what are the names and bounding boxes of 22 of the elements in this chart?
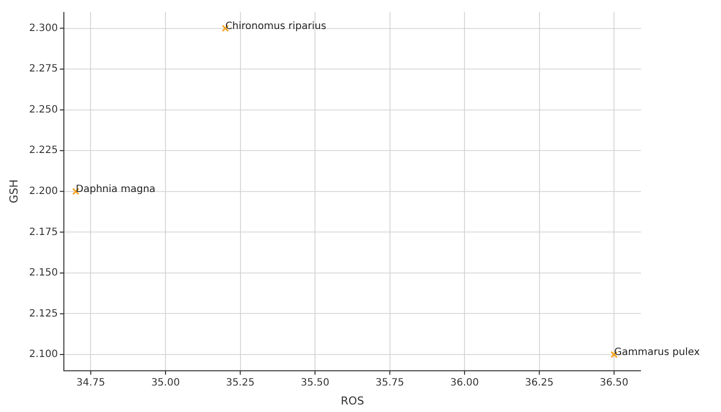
y-tick-label: 2.175 (29, 226, 58, 238)
x-tick-label: 34.75 (76, 377, 106, 388)
y-tick-label: 2.150 (29, 268, 58, 279)
annotation: Chironomus riparius (225, 20, 326, 32)
y-tick-label: 2.100 (29, 349, 58, 360)
y-tick-label: 2.300 (29, 22, 58, 34)
y-tick-label: 2.200 (29, 186, 58, 197)
y-tick-label: 2.250 (29, 104, 58, 116)
x-tick-label: 36.00 (450, 377, 479, 388)
y-axis-title: GSH (7, 180, 20, 204)
x-tick-label: 35.75 (375, 377, 404, 388)
x-tick-label: 35.25 (226, 377, 255, 388)
annotation: Gammarus pulex (614, 347, 700, 358)
x-tick-label: 36.25 (525, 377, 554, 388)
x-tick-label: 35.50 (300, 377, 330, 388)
annotation: Daphnia magna (76, 184, 156, 195)
y-tick-label: 2.125 (29, 308, 58, 320)
x-axis-title: ROS (340, 394, 364, 408)
y-tick-label: 2.225 (29, 145, 58, 156)
y-tick-label: 2.275 (29, 64, 58, 75)
x-tick-label: 36.50 (600, 377, 628, 388)
x-tick-label: 35.00 (151, 377, 180, 388)
